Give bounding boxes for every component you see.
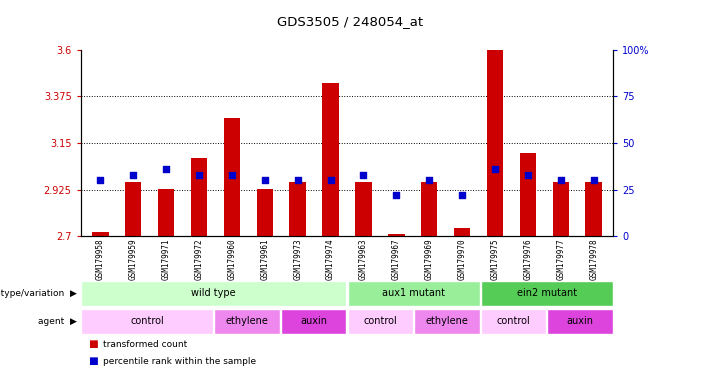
- Point: [423, 177, 435, 184]
- Text: GSM179959: GSM179959: [129, 238, 137, 280]
- Text: GSM179977: GSM179977: [557, 238, 565, 280]
- Bar: [519, 153, 536, 236]
- Text: control: control: [496, 316, 531, 326]
- Text: agent  ▶: agent ▶: [39, 317, 77, 326]
- Text: ■: ■: [88, 356, 97, 366]
- Text: GSM179976: GSM179976: [524, 238, 532, 280]
- Bar: [290, 182, 306, 236]
- Text: GSM179971: GSM179971: [162, 238, 170, 280]
- Text: GSM179958: GSM179958: [96, 238, 105, 280]
- Text: ethylene: ethylene: [426, 316, 468, 326]
- Text: ■: ■: [88, 339, 97, 349]
- Bar: [281, 309, 346, 334]
- Bar: [486, 50, 503, 236]
- Bar: [414, 309, 479, 334]
- Text: GSM179974: GSM179974: [326, 238, 335, 280]
- Text: control: control: [363, 316, 397, 326]
- Text: GSM179963: GSM179963: [359, 238, 368, 280]
- Text: auxin: auxin: [300, 316, 327, 326]
- Point: [226, 172, 238, 178]
- Bar: [348, 309, 413, 334]
- Bar: [481, 309, 546, 334]
- Bar: [191, 157, 207, 236]
- Point: [292, 177, 304, 184]
- Text: GSM179960: GSM179960: [227, 238, 236, 280]
- Bar: [355, 182, 372, 236]
- Bar: [348, 281, 479, 306]
- Point: [95, 177, 106, 184]
- Text: control: control: [130, 316, 164, 326]
- Text: aux1 mutant: aux1 mutant: [382, 288, 445, 298]
- Text: wild type: wild type: [191, 288, 236, 298]
- Bar: [322, 83, 339, 236]
- Bar: [547, 309, 613, 334]
- Point: [390, 192, 402, 198]
- Point: [193, 172, 205, 178]
- Text: ethylene: ethylene: [226, 316, 268, 326]
- Point: [128, 172, 139, 178]
- Bar: [215, 309, 280, 334]
- Bar: [92, 232, 109, 236]
- Point: [358, 172, 369, 178]
- Bar: [481, 281, 613, 306]
- Bar: [81, 309, 213, 334]
- Bar: [158, 189, 175, 236]
- Bar: [585, 182, 602, 236]
- Point: [588, 177, 599, 184]
- Bar: [388, 234, 404, 236]
- Text: transformed count: transformed count: [103, 339, 187, 349]
- Text: GSM179972: GSM179972: [194, 238, 203, 280]
- Point: [161, 166, 172, 172]
- Text: GSM179961: GSM179961: [260, 238, 269, 280]
- Text: GSM179970: GSM179970: [458, 238, 467, 280]
- Text: GSM179967: GSM179967: [392, 238, 401, 280]
- Bar: [552, 182, 569, 236]
- Bar: [257, 189, 273, 236]
- Bar: [224, 118, 240, 236]
- Bar: [81, 281, 346, 306]
- Bar: [421, 182, 437, 236]
- Text: percentile rank within the sample: percentile rank within the sample: [103, 357, 256, 366]
- Bar: [454, 228, 470, 236]
- Text: auxin: auxin: [566, 316, 594, 326]
- Text: GSM179975: GSM179975: [491, 238, 500, 280]
- Text: GSM179969: GSM179969: [425, 238, 434, 280]
- Text: GDS3505 / 248054_at: GDS3505 / 248054_at: [278, 15, 423, 28]
- Point: [456, 192, 468, 198]
- Point: [555, 177, 566, 184]
- Bar: [125, 182, 142, 236]
- Point: [325, 177, 336, 184]
- Text: GSM179978: GSM179978: [589, 238, 598, 280]
- Point: [489, 166, 501, 172]
- Point: [259, 177, 271, 184]
- Text: ein2 mutant: ein2 mutant: [517, 288, 577, 298]
- Point: [522, 172, 533, 178]
- Text: genotype/variation  ▶: genotype/variation ▶: [0, 289, 77, 298]
- Text: GSM179973: GSM179973: [293, 238, 302, 280]
